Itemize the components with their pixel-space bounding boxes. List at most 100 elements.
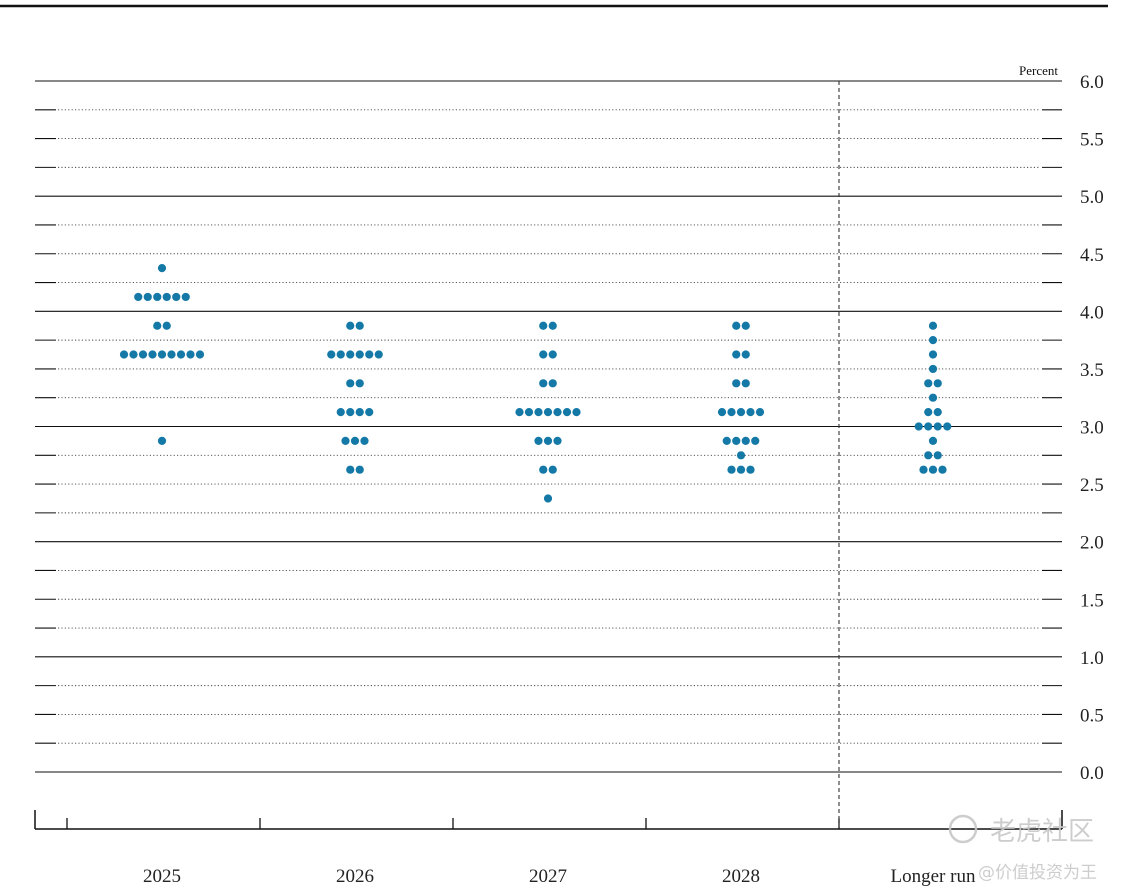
data-dot [129, 350, 138, 359]
data-dot [195, 350, 205, 359]
data-dot [914, 422, 923, 431]
watermark-sub-text: @价值投资为王 [978, 863, 1097, 883]
y-tick-label: 6.0 [1080, 72, 1104, 93]
data-dot [346, 408, 355, 417]
data-dot [355, 350, 364, 359]
data-dot [928, 336, 938, 345]
data-dot [717, 408, 727, 417]
data-dot [924, 379, 933, 388]
x-category-label: 2025 [143, 866, 181, 887]
data-dot [365, 350, 374, 359]
data-dot [722, 436, 731, 445]
data-dot [543, 408, 553, 417]
data-dot [928, 436, 938, 445]
data-dot [933, 379, 942, 388]
data-dot [539, 465, 548, 474]
data-dot [938, 465, 947, 474]
data-dot [543, 436, 553, 445]
data-dot [539, 321, 548, 330]
data-dot [553, 408, 562, 417]
data-dot [355, 408, 364, 417]
data-dot [515, 408, 524, 417]
x-category-label: 2027 [529, 866, 567, 887]
y-tick-label: 5.5 [1080, 130, 1104, 151]
data-dot [928, 465, 938, 474]
y-tick-label: 4.0 [1080, 302, 1104, 323]
data-dot [167, 350, 176, 359]
data-dot [928, 393, 938, 402]
data-dot [157, 264, 167, 273]
data-dot [186, 350, 195, 359]
data-dot [153, 292, 162, 302]
y-tick-label: 1.0 [1080, 648, 1104, 669]
data-dot [741, 436, 750, 445]
data-dot [924, 451, 933, 460]
y-tick-label: 0.5 [1080, 705, 1104, 726]
data-dot [524, 408, 534, 417]
data-dot [534, 408, 543, 417]
data-dot [933, 451, 942, 460]
y-tick-label: 1.5 [1080, 590, 1104, 611]
data-dot [157, 350, 167, 359]
data-dot [355, 465, 364, 474]
y-tick-label: 2.5 [1080, 475, 1104, 496]
data-dot [346, 379, 355, 388]
data-dot [928, 350, 938, 359]
data-dot [741, 321, 750, 330]
data-dot [162, 292, 171, 302]
y-tick-label: 2.0 [1080, 533, 1104, 554]
data-dot [933, 422, 942, 431]
y-tick-label: 0.0 [1080, 763, 1104, 784]
data-dot [548, 321, 557, 330]
gridlines [35, 80, 1062, 773]
dots-layer [119, 264, 952, 503]
data-dot [374, 350, 383, 359]
watermark-logo-icon [948, 814, 978, 844]
data-dot [138, 350, 148, 359]
data-dot [732, 379, 741, 388]
data-dot [346, 465, 355, 474]
data-dot [548, 350, 557, 359]
watermark: 老虎社区 @价值投资为王 [948, 814, 1097, 883]
x-axis-category-labels: 2025 2026 2027 2028 Longer run [143, 866, 976, 887]
data-dot [928, 364, 938, 374]
data-dot [134, 292, 143, 302]
data-dot [539, 379, 548, 388]
data-dot [553, 436, 562, 445]
data-dot [548, 379, 557, 388]
data-dot [350, 436, 360, 445]
data-dot [548, 465, 557, 474]
y-tick-label: 3.5 [1080, 360, 1104, 381]
watermark-main-text: 老虎社区 [990, 817, 1094, 847]
data-dot [746, 408, 755, 417]
data-dot [727, 408, 736, 417]
data-dot [346, 321, 355, 330]
data-dot [172, 292, 181, 302]
data-dot [143, 292, 152, 302]
data-dot [153, 321, 162, 330]
data-dot [327, 350, 336, 359]
data-dot [924, 408, 933, 417]
data-dot [176, 350, 186, 359]
data-dot [365, 408, 374, 417]
data-dot [539, 350, 548, 359]
data-dot [928, 321, 938, 330]
data-dot [336, 350, 345, 359]
data-dot [736, 451, 746, 460]
x-category-label: Longer run [891, 866, 976, 887]
y-tick-label: 5.0 [1080, 187, 1104, 208]
unit-label: Percent [1019, 63, 1058, 78]
data-dot [732, 350, 741, 359]
data-dot [355, 321, 364, 330]
data-dot [181, 292, 190, 302]
data-dot [741, 350, 750, 359]
data-dot [355, 379, 364, 388]
data-dot [341, 436, 350, 445]
y-axis-tick-labels: 0.0 0.5 1.0 1.5 2.0 2.5 3.0 3.5 4.0 4.5 5.0 5.5 6.0 [1080, 72, 1104, 784]
data-dot [732, 436, 741, 445]
data-dot [755, 408, 765, 417]
data-dot [751, 436, 760, 445]
data-dot [360, 436, 369, 445]
data-dot [943, 422, 952, 431]
